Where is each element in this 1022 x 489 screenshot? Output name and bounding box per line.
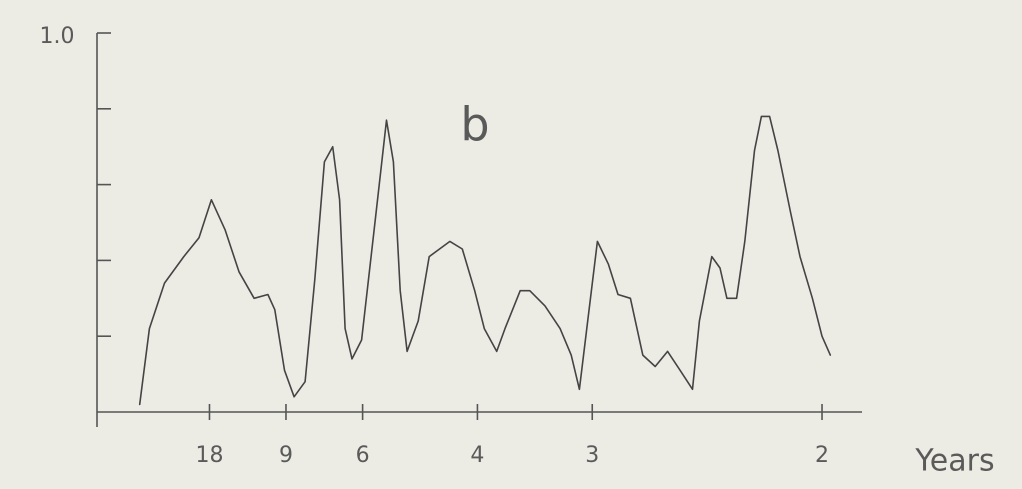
x-axis-label: Years [914, 444, 994, 479]
x-tick-label: 6 [356, 443, 370, 468]
x-tick-label: 9 [279, 443, 293, 468]
x-tick-label: 2 [815, 443, 829, 468]
x-tick-label: 18 [195, 443, 223, 468]
panel-label: b [460, 98, 489, 152]
y-tick-label: 1.0 [40, 24, 75, 49]
x-tick-label: 4 [470, 443, 484, 468]
data-line [138, 115, 832, 406]
x-tick-label: 3 [585, 443, 599, 468]
